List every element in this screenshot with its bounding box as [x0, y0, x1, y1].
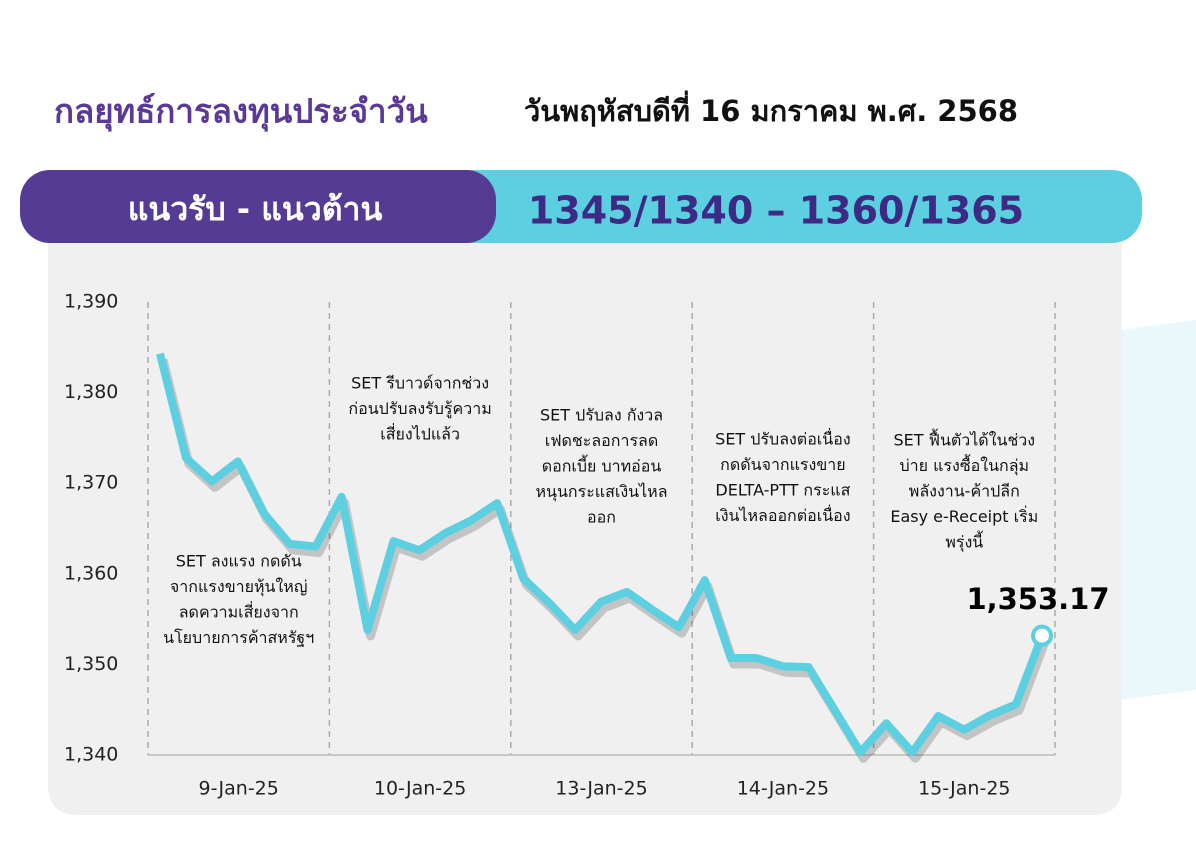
annotation: SET รีบาวด์จากช่วง — [351, 374, 489, 393]
decor — [1120, 320, 1196, 700]
y-tick-label: 1,390 — [64, 291, 118, 313]
y-tick-label: 1,350 — [64, 653, 118, 675]
banner-levels: 1345/1340 – 1360/1365 — [528, 189, 1024, 233]
banner-label: แนวรับ - แนวต้าน — [128, 190, 383, 228]
chart-panel — [48, 243, 1122, 815]
title: กลยุทธ์การลงทุนประจำวัน — [54, 92, 428, 133]
x-tick-label: 15-Jan-25 — [918, 778, 1010, 800]
annotation: DELTA-PTT กระแส — [715, 481, 850, 500]
y-tick-label: 1,370 — [64, 472, 118, 494]
annotation: Easy e-Receipt เริ่ม — [890, 505, 1038, 526]
y-tick-label: 1,360 — [64, 562, 118, 584]
annotation: ออก — [587, 508, 616, 527]
x-tick-label: 10-Jan-25 — [374, 778, 466, 800]
annotation: SET ลงแรง กดดัน — [176, 552, 302, 571]
annotation: บ่าย แรงซื้อในกลุ่ม — [900, 454, 1030, 476]
label-band — [20, 170, 496, 243]
last-point — [1031, 624, 1053, 647]
annotation: กดดันจากแรงขาย — [720, 455, 845, 474]
annotation: เฟดชะลอการลด — [545, 431, 659, 450]
annotation: ดอกเบี้ย บาทอ่อน — [542, 455, 662, 476]
annotation: SET ปรับลงต่อเนื่อง — [715, 428, 850, 449]
annotation: ลดความเสี่ยงจาก — [179, 601, 299, 622]
annotation: เงินไหลออกต่อเนื่อง — [715, 504, 850, 525]
x-tick-label: 14-Jan-25 — [737, 778, 829, 800]
x-tick-label: 13-Jan-25 — [555, 778, 647, 800]
x-tick-label: 9-Jan-25 — [199, 778, 279, 800]
date: วันพฤหัสบดีที่ 16 มกราคม พ.ศ. 2568 — [524, 90, 1018, 128]
last-value-label: 1,353.17 — [966, 582, 1109, 616]
y-tick-label: 1,380 — [64, 381, 118, 403]
annotation: เสี่ยงไปแล้ว — [380, 423, 460, 444]
y-tick-label: 1,340 — [64, 744, 118, 766]
annotation: SET ฟื้นตัวได้ในช่วง — [893, 429, 1035, 450]
annotation: นโยบายการค้าสหรัฐฯ — [163, 628, 314, 647]
line — [156, 352, 1046, 757]
annotation: ก่อนปรับลงรับรู้ความ — [348, 399, 491, 419]
annotation: พลังงาน-ค้าปลีก — [909, 482, 1020, 501]
annotation: จากแรงขายหุ้นใหญ่ — [170, 577, 308, 597]
annotation: พรุ่งนี้ — [945, 531, 983, 553]
levels-band — [420, 170, 1142, 243]
annotation: SET ปรับลง กังวล — [540, 406, 663, 425]
annotation: หนุนกระแสเงินไหล — [536, 482, 668, 502]
